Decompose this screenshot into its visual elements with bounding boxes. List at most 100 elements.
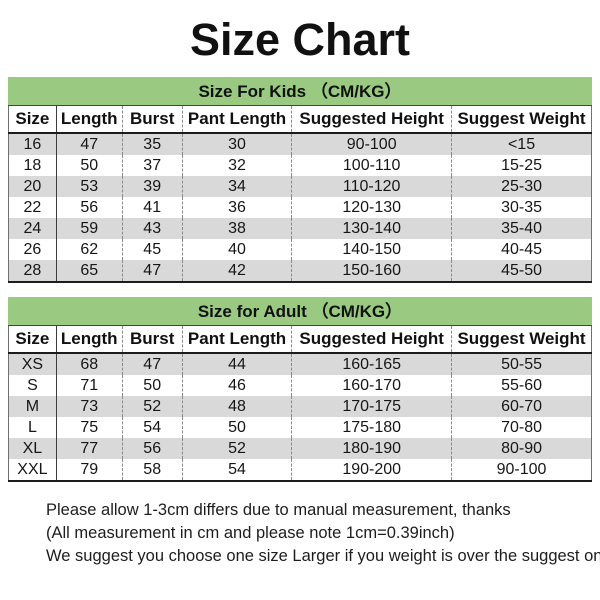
table-cell: 45 xyxy=(121,239,183,261)
table-cell: 44 xyxy=(181,353,292,376)
table-cell: 71 xyxy=(80,377,99,395)
table-cell: 90-100 xyxy=(291,133,452,156)
table-cell: 25-30 xyxy=(451,176,592,198)
kids-table-header-row: Size Length Burst Pant Length Suggested … xyxy=(8,105,592,135)
table-cell: 36 xyxy=(181,197,292,219)
size-chart-page: Size Chart Size For Kids （CM/KG） Size Le… xyxy=(8,0,600,568)
table-cell: 41 xyxy=(121,197,183,219)
table-row: 16 47 35 30 90-100 <15 xyxy=(8,133,592,156)
table-cell: S xyxy=(8,375,57,397)
table-cell: 35-40 xyxy=(451,218,592,240)
table-cell: 73 xyxy=(56,396,123,418)
adult-table-body: XS 68 47 44 160-165 50-55 S 71 50 46 160-170 55-60 M… xyxy=(8,353,592,482)
kids-section-banner: Size For Kids （CM/KG） xyxy=(8,77,592,106)
table-cell: 52 xyxy=(181,438,292,460)
table-row: 22 56 41 36 120-130 30-35 xyxy=(8,197,592,219)
kids-size-table: Size Length Burst Pant Length Suggested … xyxy=(8,105,592,284)
table-row: 20 53 39 34 110-120 25-30 xyxy=(8,176,592,198)
table-row: 28 65 47 42 150-160 45-50 xyxy=(8,260,592,283)
table-cell: 170-175 xyxy=(291,396,452,418)
table-row: XXL 79 58 54 190-200 90-100 xyxy=(8,459,592,482)
table-cell: 160-170 xyxy=(291,375,452,397)
table-row: XS 68 47 44 160-165 50-55 xyxy=(8,353,592,376)
adult-table-header-row: Size Length Burst Pant Length Suggested … xyxy=(8,325,592,355)
column-header-burst: Burst xyxy=(121,105,183,135)
table-row: S 71 50 46 160-170 55-60 xyxy=(8,375,592,397)
table-cell: 52 xyxy=(121,396,183,418)
table-cell: 37 xyxy=(121,155,183,177)
table-cell: 24 xyxy=(8,218,57,240)
table-cell: 62 xyxy=(80,241,99,259)
table-cell: 42 xyxy=(181,260,292,283)
table-cell: 22 xyxy=(8,197,57,219)
table-cell: 50-55 xyxy=(451,353,592,376)
table-cell: XXL xyxy=(8,459,57,482)
kids-table-body: 16 47 35 30 90-100 <15 18 50 37 32 100-110 15-25 20 5… xyxy=(8,133,592,283)
note-line: (All measurement in cm and please note 1… xyxy=(46,524,455,543)
table-cell: 47 xyxy=(56,133,123,156)
column-header-suggested-height: Suggested Height xyxy=(291,325,452,355)
adult-size-table: Size Length Burst Pant Length Suggested … xyxy=(8,325,592,483)
table-row: 18 50 37 32 100-110 15-25 xyxy=(8,155,592,177)
table-cell: 54 xyxy=(121,417,183,439)
note-line: We suggest you choose one size Larger if… xyxy=(46,547,600,566)
table-cell: 40 xyxy=(181,239,292,261)
table-row: 24 59 43 38 130-140 35-40 xyxy=(8,218,592,240)
table-cell: 46 xyxy=(181,375,292,397)
table-cell: 130-140 xyxy=(291,218,452,240)
table-cell: 32 xyxy=(181,155,292,177)
table-cell: 47 xyxy=(121,260,183,283)
column-header-size: Size xyxy=(8,105,57,135)
table-cell: 110-120 xyxy=(291,176,452,198)
table-cell: 39 xyxy=(121,176,183,198)
table-cell: 90-100 xyxy=(451,459,592,482)
table-cell: 56 xyxy=(80,199,99,217)
table-cell: 40-45 xyxy=(451,239,592,261)
table-cell: XL xyxy=(8,438,57,460)
table-cell: 79 xyxy=(80,461,99,479)
column-header-pant-length: Pant Length xyxy=(181,105,292,135)
table-row: 26 62 45 40 140-150 40-45 xyxy=(8,239,592,261)
measurement-notes: Please allow 1-3cm differs due to manual… xyxy=(46,499,600,568)
adult-section-banner: Size for Adult （CM/KG） xyxy=(8,297,592,326)
table-cell: 150-160 xyxy=(291,260,452,283)
table-cell: 55-60 xyxy=(451,375,592,397)
table-cell: 38 xyxy=(181,218,292,240)
column-header-length: Length xyxy=(56,105,123,135)
table-cell: 34 xyxy=(181,176,292,198)
table-cell: 28 xyxy=(8,260,57,283)
table-cell: 56 xyxy=(121,438,183,460)
table-row: L 75 54 50 175-180 70-80 xyxy=(8,417,592,439)
table-cell: 50 xyxy=(121,375,183,397)
table-cell: 175-180 xyxy=(291,417,452,439)
table-cell: 53 xyxy=(56,176,123,198)
table-cell: 140-150 xyxy=(291,239,452,261)
table-cell: 190-200 xyxy=(291,459,452,482)
table-cell: 15-25 xyxy=(451,155,592,177)
table-cell: 47 xyxy=(121,353,183,376)
table-cell: XS xyxy=(8,353,57,376)
table-row: XL 77 56 52 180-190 80-90 xyxy=(8,438,592,460)
table-cell: 58 xyxy=(121,459,183,482)
table-cell: 20 xyxy=(8,176,57,198)
table-cell: 35 xyxy=(121,133,183,156)
table-cell: 65 xyxy=(56,260,123,283)
table-row: M 73 52 48 170-175 60-70 xyxy=(8,396,592,418)
table-cell: 18 xyxy=(8,155,57,177)
column-header-length: Length xyxy=(56,325,123,355)
table-cell: 59 xyxy=(56,218,123,240)
table-cell: M xyxy=(8,396,57,418)
table-cell: 16 xyxy=(8,133,57,156)
table-cell: 77 xyxy=(56,438,123,460)
table-cell: 75 xyxy=(80,419,99,437)
column-header-pant-length: Pant Length xyxy=(181,325,292,355)
column-header-suggest-weight: Suggest Weight xyxy=(451,105,592,135)
table-cell: 30 xyxy=(181,133,292,156)
table-cell: 54 xyxy=(181,459,292,482)
table-cell: 100-110 xyxy=(291,155,452,177)
table-cell: 180-190 xyxy=(291,438,452,460)
table-cell: 60-70 xyxy=(451,396,592,418)
table-cell: 50 xyxy=(80,157,99,175)
table-cell: L xyxy=(8,417,57,439)
table-cell: 50 xyxy=(181,417,292,439)
